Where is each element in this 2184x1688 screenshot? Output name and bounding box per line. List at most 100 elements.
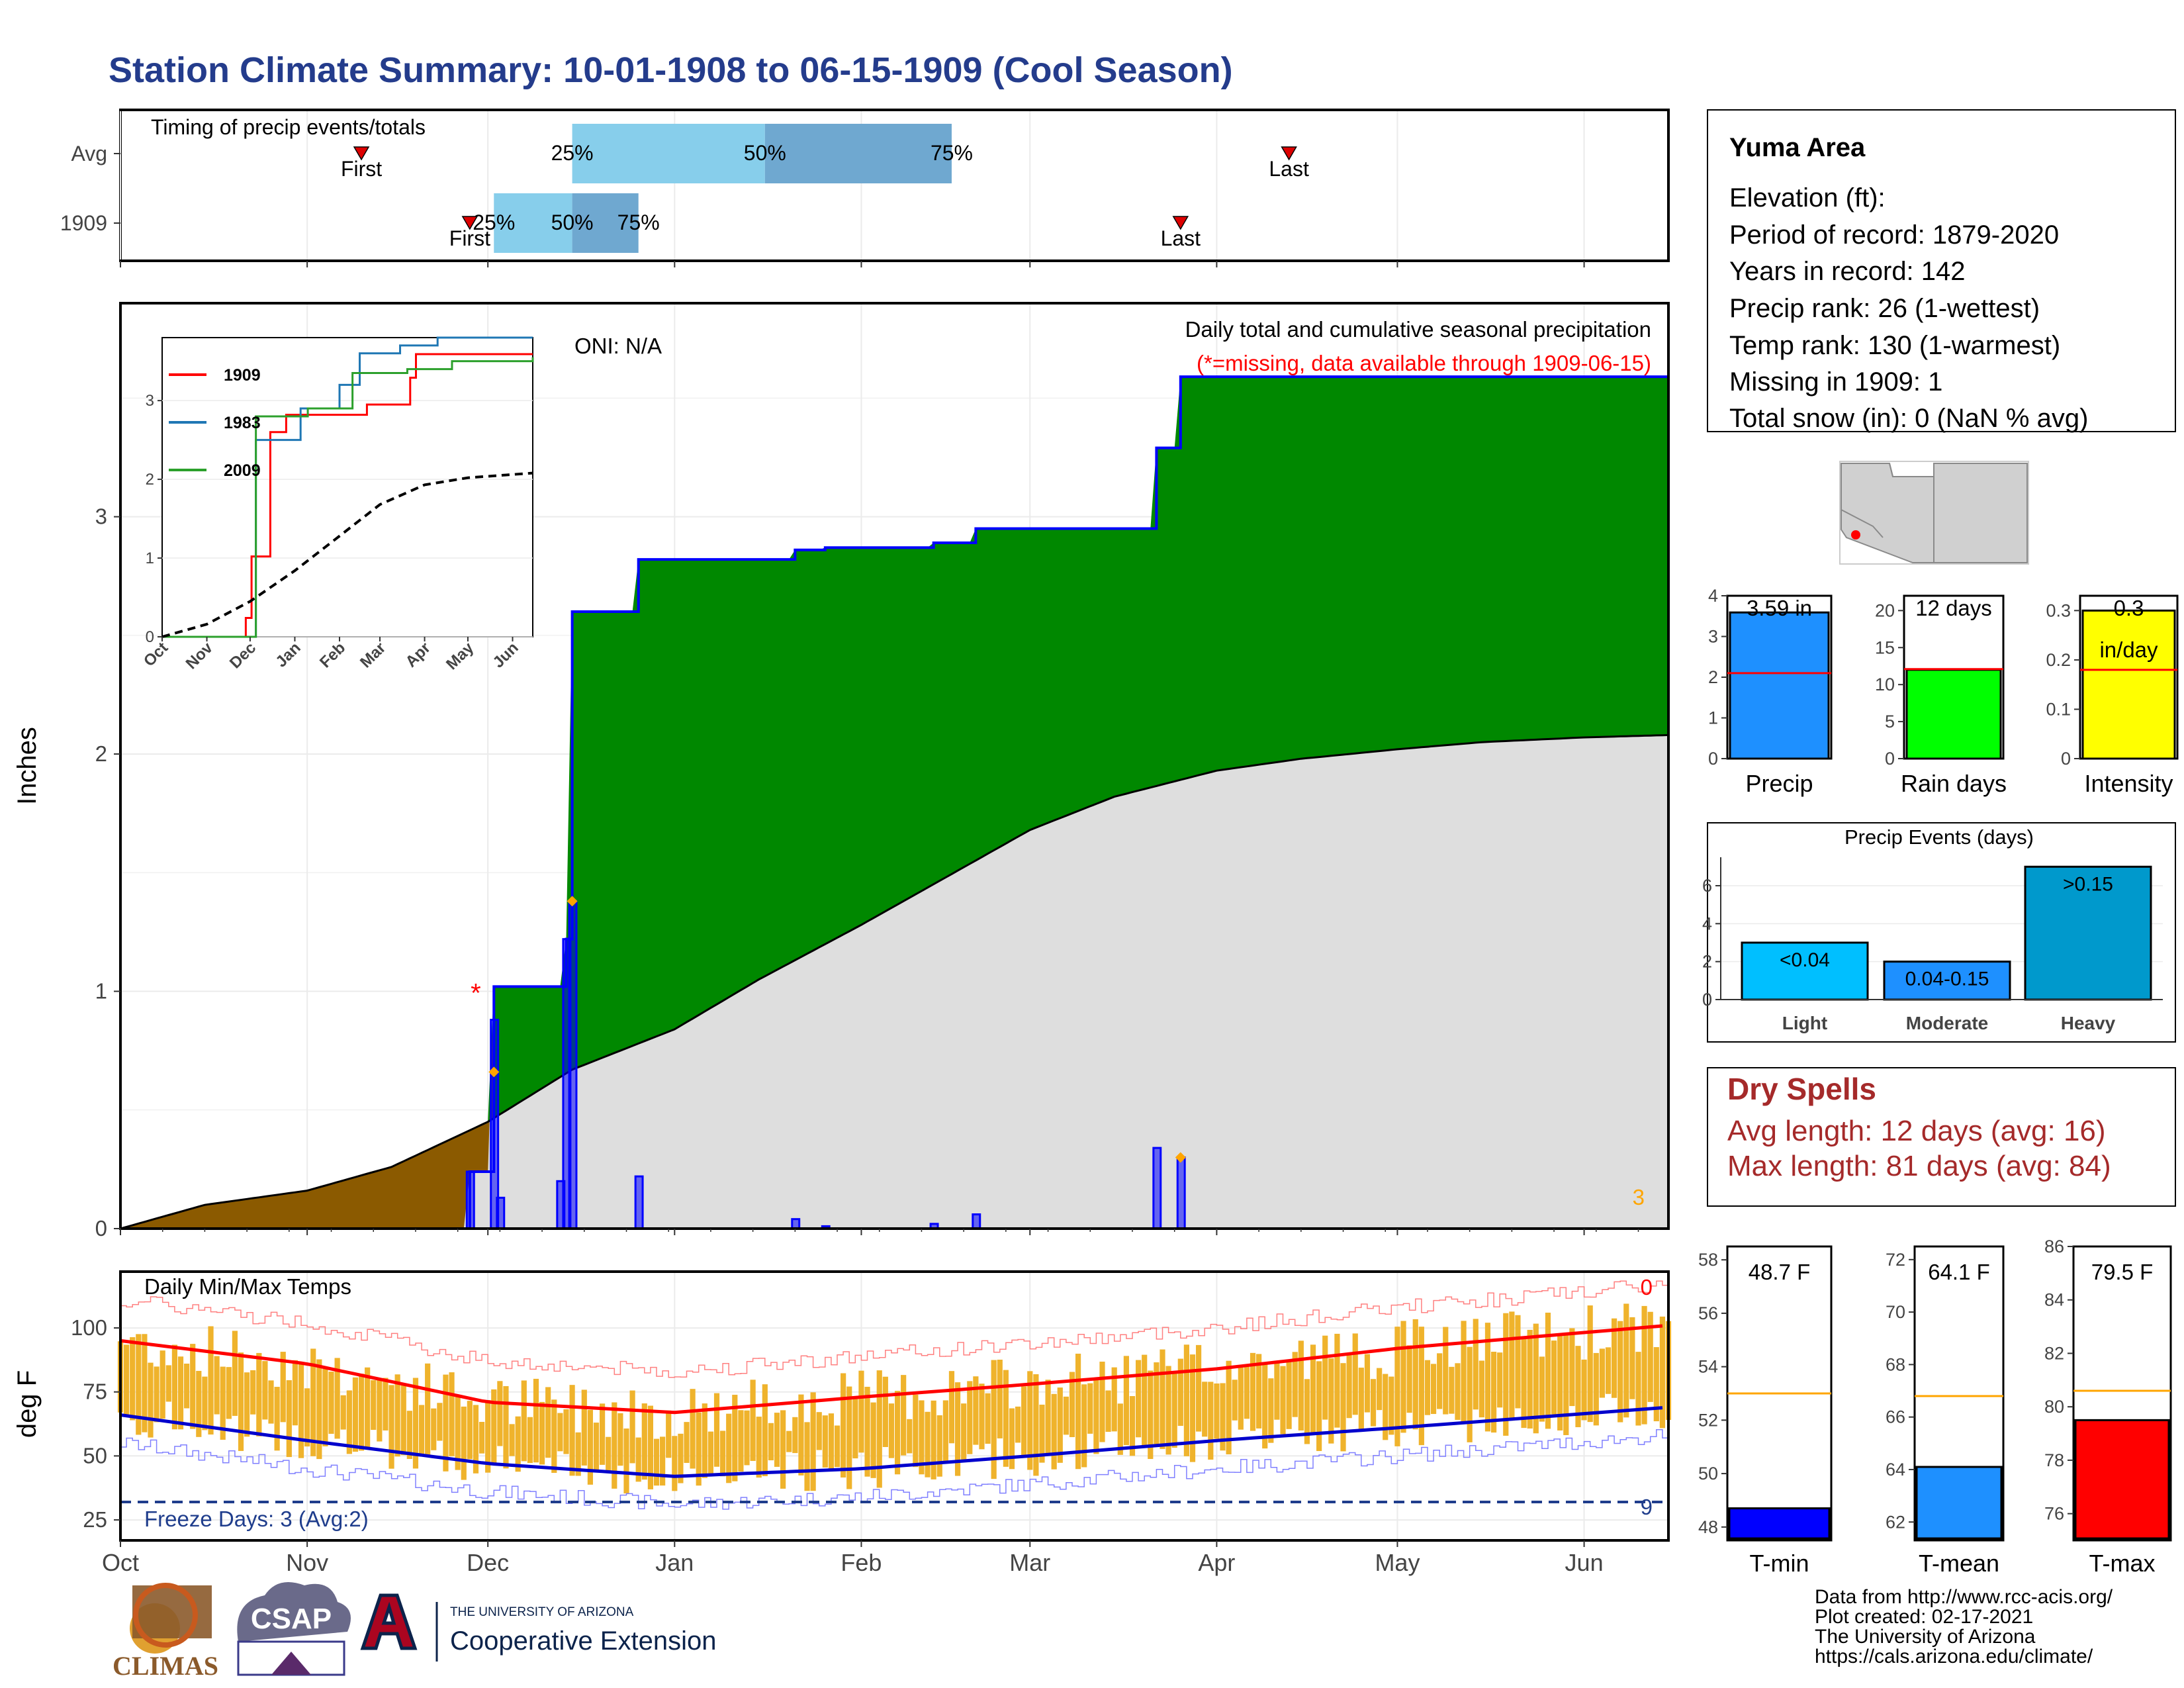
daily-temp-bar (406, 1411, 412, 1460)
station-period: Period of record: 1879-2020 (1729, 220, 2059, 250)
daily-temp-bar (340, 1395, 346, 1430)
main-precip-frame (119, 302, 1670, 1230)
daily-precip-bar (1152, 1147, 1162, 1230)
daily-temp-bar (690, 1389, 696, 1469)
daily-temp-bar (828, 1413, 835, 1472)
station-precip-rank: Precip rank: 26 (1-wettest) (1729, 294, 2040, 323)
daily-temp-bar (786, 1430, 792, 1452)
daily-precip-bar (634, 1175, 644, 1230)
temp-summary-ytick-label: 78 (2044, 1450, 2064, 1470)
daily-temp-bar (1653, 1347, 1659, 1422)
daily-temp-bar (1352, 1333, 1358, 1415)
daily-temp-bar (130, 1337, 136, 1421)
daily-temp-bar (623, 1428, 629, 1494)
summary-ytick-label: 2 (1708, 667, 1718, 687)
credit-line-1: Data from http://www.rcc-acis.org/ (1815, 1586, 2113, 1608)
temp-summary-label: T-min (1750, 1550, 1809, 1577)
daily-temp-bar (841, 1373, 846, 1478)
temp-summary-ytick-label: 82 (2044, 1343, 2064, 1363)
daily-temp-bar (473, 1405, 479, 1474)
daily-temp-bar (1304, 1379, 1310, 1444)
daily-temp-bar (1009, 1408, 1015, 1470)
daily-temp-bar (882, 1376, 888, 1447)
daily-temp-bar (1490, 1352, 1497, 1433)
events-ytick-label: 0 (1702, 990, 1712, 1009)
inset-frame (161, 337, 533, 637)
daily-temp-bar (196, 1370, 202, 1437)
events-bar-label: 0.04-0.15 (1905, 968, 1989, 990)
daily-temp-bar (431, 1408, 437, 1450)
main-ytick-label: 0 (95, 1216, 107, 1241)
daily-temp-bar (214, 1356, 220, 1415)
events-ytick-label: 6 (1702, 876, 1712, 896)
daily-temp-bar (232, 1331, 238, 1416)
daily-temp-bar (1400, 1321, 1406, 1433)
ua-top-text: THE UNIVERSITY OF ARIZONA (450, 1605, 634, 1619)
daily-temp-bar (159, 1350, 165, 1419)
daily-temp-bar (292, 1360, 298, 1426)
inset-legend-label: 1909 (224, 366, 261, 385)
daily-temp-bar (1057, 1387, 1063, 1463)
daily-temp-bar (768, 1423, 774, 1461)
summary-ytick-label: 20 (1875, 600, 1895, 620)
daily-temp-bar (1039, 1404, 1045, 1463)
daily-temp-bar (328, 1372, 334, 1434)
daily-temp-bar (810, 1392, 816, 1491)
daily-temp-bar (539, 1401, 545, 1465)
daily-temp-bar (256, 1352, 262, 1436)
daily-temp-bar (533, 1378, 539, 1463)
daily-temp-bar (280, 1352, 286, 1423)
precip-events-panel: Precip Events (days) 0 2 4 6 <0.04 Light 0.04-… (1702, 822, 2176, 1043)
temps-ylabel: deg F (13, 1370, 42, 1438)
daily-temp-bar (822, 1415, 828, 1468)
daily-temp-bar (1208, 1382, 1214, 1460)
daily-temp-bar (1437, 1353, 1443, 1409)
daily-temp-bar (1412, 1319, 1418, 1430)
daily-temp-bar (1232, 1380, 1238, 1421)
daily-temp-bar (660, 1436, 666, 1486)
main-ytick-label: 3 (95, 504, 107, 529)
summary-bar (2081, 609, 2176, 760)
daily-temp-bar (599, 1403, 606, 1465)
daily-temp-bar (1196, 1344, 1202, 1432)
temps-xtick-label: Dec (467, 1549, 509, 1576)
temp-summary-bars: 48 50 52 54 56 58 48.7 F T-min 62 64 66 68 70 72 64.1 … (1698, 1237, 2172, 1577)
daily-temp-bar (304, 1388, 310, 1447)
events-bar (1741, 941, 1869, 1001)
daily-temp-bar (1545, 1312, 1551, 1429)
daily-temp-bar (948, 1371, 955, 1444)
temps-xtick-label: Apr (1198, 1549, 1235, 1576)
daily-temp-bar (1033, 1374, 1039, 1476)
daily-temp-bar (1274, 1361, 1280, 1420)
daily-temp-bar (365, 1367, 371, 1448)
temps-top-count: 0 (1641, 1275, 1653, 1299)
daily-temp-bar (1557, 1335, 1563, 1430)
events-category-label: Moderate (1906, 1013, 1988, 1033)
daily-temp-bar (629, 1390, 635, 1464)
daily-temp-bar (641, 1403, 647, 1480)
daily-temp-bar (383, 1378, 388, 1430)
daily-temp-bar (612, 1402, 617, 1489)
daily-temp-bar (985, 1393, 991, 1444)
daily-precip-bar (791, 1218, 801, 1230)
ua-block-a (360, 1593, 418, 1650)
daily-temp-bar (1563, 1335, 1569, 1435)
precip-missing-note: (*=missing, data available through 1909-… (1197, 351, 1651, 375)
timing-p75-label: 75% (617, 211, 660, 234)
timing-first-label: First (449, 226, 490, 250)
daily-temp-bar (1280, 1366, 1286, 1434)
daily-temp-bar (1479, 1360, 1484, 1418)
daily-temp-bar (358, 1374, 365, 1451)
daily-temp-bar (1449, 1366, 1455, 1414)
daily-temp-bar (268, 1380, 274, 1424)
daily-temp-bar (563, 1409, 569, 1454)
daily-temp-bar (503, 1385, 509, 1469)
daily-temp-bar (346, 1390, 352, 1454)
daily-temp-bar (509, 1424, 515, 1456)
daily-temp-bar (1334, 1333, 1340, 1428)
daily-temp-bar (617, 1413, 623, 1466)
events-ytick-label: 4 (1702, 914, 1712, 933)
freeze-days-label: Freeze Days: 3 (Avg:2) (144, 1507, 369, 1531)
daily-temp-bar (1515, 1315, 1521, 1409)
daily-temp-bar (1659, 1316, 1665, 1429)
